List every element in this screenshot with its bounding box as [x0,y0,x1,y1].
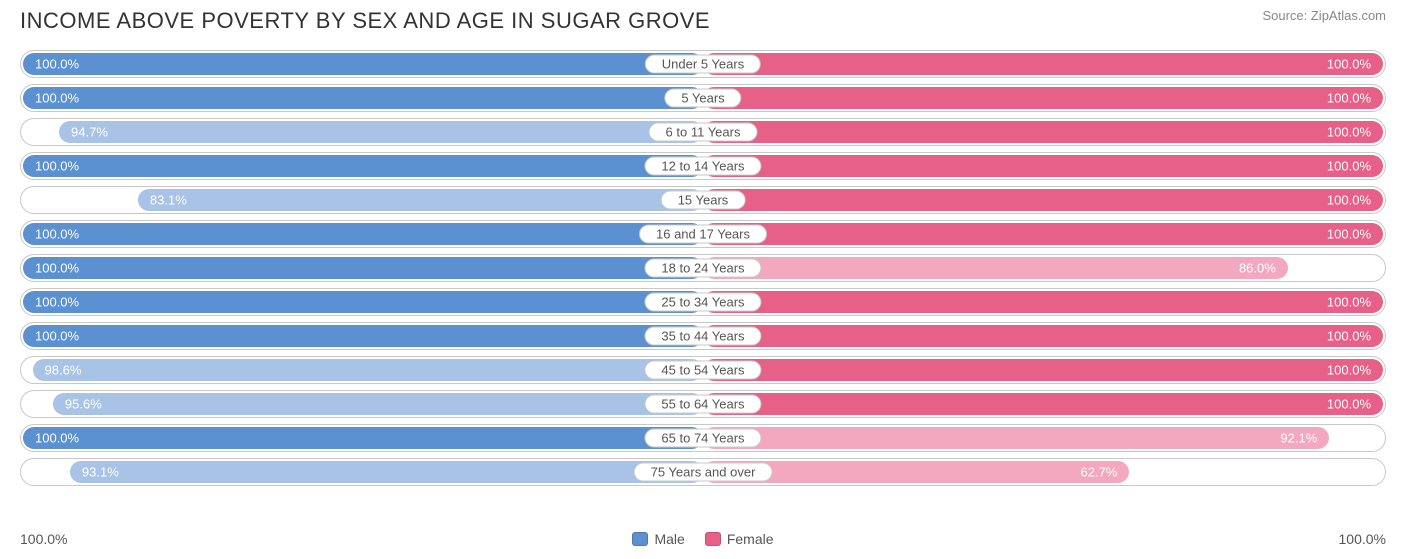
bar-male [138,189,703,211]
swatch-female [705,532,721,546]
chart-row: 100.0% 100.0% 25 to 34 Years [20,288,1386,316]
bar-male [23,257,703,279]
chart-row: 93.1% 62.7% 75 Years and over [20,458,1386,486]
axis-label-right: 100.0% [1306,531,1386,547]
bar-female [703,359,1383,381]
bar-female [703,155,1383,177]
legend-label-male: Male [654,531,684,547]
value-male: 100.0% [23,159,79,174]
value-male: 98.6% [33,363,82,378]
bar-male [23,291,703,313]
bar-male [23,325,703,347]
chart-row: 100.0% 92.1% 65 to 74 Years [20,424,1386,452]
chart-row: 83.1% 100.0% 15 Years [20,186,1386,214]
row-label: 12 to 14 Years [644,157,761,176]
bar-male [70,461,703,483]
value-male: 95.6% [53,397,102,412]
row-label: 6 to 11 Years [649,123,758,142]
bar-male [33,359,703,381]
legend-label-female: Female [727,531,774,547]
value-female: 100.0% [1327,91,1383,106]
value-female: 100.0% [1327,363,1383,378]
row-label: 15 Years [661,191,746,210]
bar-female [703,291,1383,313]
row-label: 55 to 64 Years [644,395,761,414]
value-female: 62.7% [1081,465,1130,480]
row-label: 25 to 34 Years [644,293,761,312]
row-label: 65 to 74 Years [644,429,761,448]
chart-row: 100.0% 100.0% 5 Years [20,84,1386,112]
row-label: 35 to 44 Years [644,327,761,346]
value-female: 100.0% [1327,329,1383,344]
diverging-bar-chart: 100.0% 100.0% Under 5 Years 100.0% 100.0% 5 Y… [20,42,1386,523]
legend: Male Female [632,531,773,547]
chart-title: INCOME ABOVE POVERTY BY SEX AND AGE IN S… [20,8,710,34]
bar-female [703,53,1383,75]
bar-female [703,325,1383,347]
value-male: 94.7% [59,125,108,140]
chart-row: 100.0% 100.0% 12 to 14 Years [20,152,1386,180]
bar-female [703,427,1329,449]
value-female: 100.0% [1327,125,1383,140]
row-label: Under 5 Years [645,55,761,74]
bar-male [23,53,703,75]
bar-female [703,257,1288,279]
chart-row: 100.0% 86.0% 18 to 24 Years [20,254,1386,282]
swatch-male [632,532,648,546]
value-female: 86.0% [1239,261,1288,276]
bar-female [703,87,1383,109]
chart-row: 95.6% 100.0% 55 to 64 Years [20,390,1386,418]
bar-male [23,223,703,245]
bar-female [703,393,1383,415]
chart-row: 100.0% 100.0% 16 and 17 Years [20,220,1386,248]
bar-male [23,87,703,109]
bar-male [59,121,703,143]
value-female: 100.0% [1327,159,1383,174]
row-label: 75 Years and over [634,463,773,482]
value-female: 100.0% [1327,227,1383,242]
value-male: 100.0% [23,329,79,344]
value-male: 100.0% [23,57,79,72]
value-male: 83.1% [138,193,187,208]
chart-row: 100.0% 100.0% Under 5 Years [20,50,1386,78]
row-label: 45 to 54 Years [644,361,761,380]
row-label: 18 to 24 Years [644,259,761,278]
bar-male [53,393,703,415]
axis-label-left: 100.0% [20,531,100,547]
value-male: 100.0% [23,295,79,310]
value-male: 93.1% [70,465,119,480]
legend-item-male: Male [632,531,684,547]
value-female: 100.0% [1327,57,1383,72]
bar-female [703,223,1383,245]
value-male: 100.0% [23,91,79,106]
value-male: 100.0% [23,227,79,242]
value-female: 92.1% [1280,431,1329,446]
value-male: 100.0% [23,431,79,446]
bar-male [23,155,703,177]
chart-row: 98.6% 100.0% 45 to 54 Years [20,356,1386,384]
value-male: 100.0% [23,261,79,276]
row-label: 5 Years [664,89,741,108]
value-female: 100.0% [1327,295,1383,310]
value-female: 100.0% [1327,193,1383,208]
value-female: 100.0% [1327,397,1383,412]
chart-row: 100.0% 100.0% 35 to 44 Years [20,322,1386,350]
bar-male [23,427,703,449]
row-label: 16 and 17 Years [639,225,767,244]
bar-female [703,121,1383,143]
bar-female [703,189,1383,211]
source-credit: Source: ZipAtlas.com [1262,8,1386,23]
chart-row: 94.7% 100.0% 6 to 11 Years [20,118,1386,146]
legend-item-female: Female [705,531,774,547]
